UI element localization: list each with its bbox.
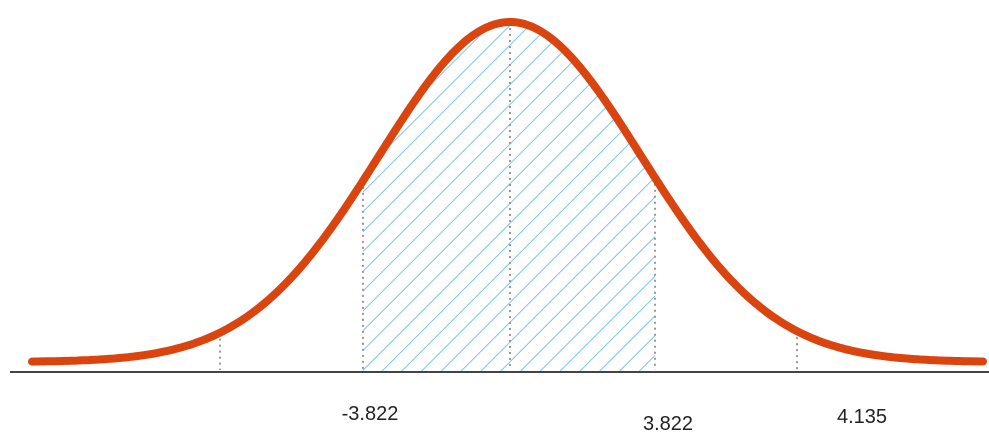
shaded-region <box>363 22 655 372</box>
bell-curve <box>28 18 987 366</box>
left-bound-label: -3.822 <box>342 403 399 425</box>
right-bound-label: 3.822 <box>643 413 693 432</box>
outer-bound-label: 4.135 <box>837 406 887 428</box>
dotted-markers <box>219 22 798 370</box>
